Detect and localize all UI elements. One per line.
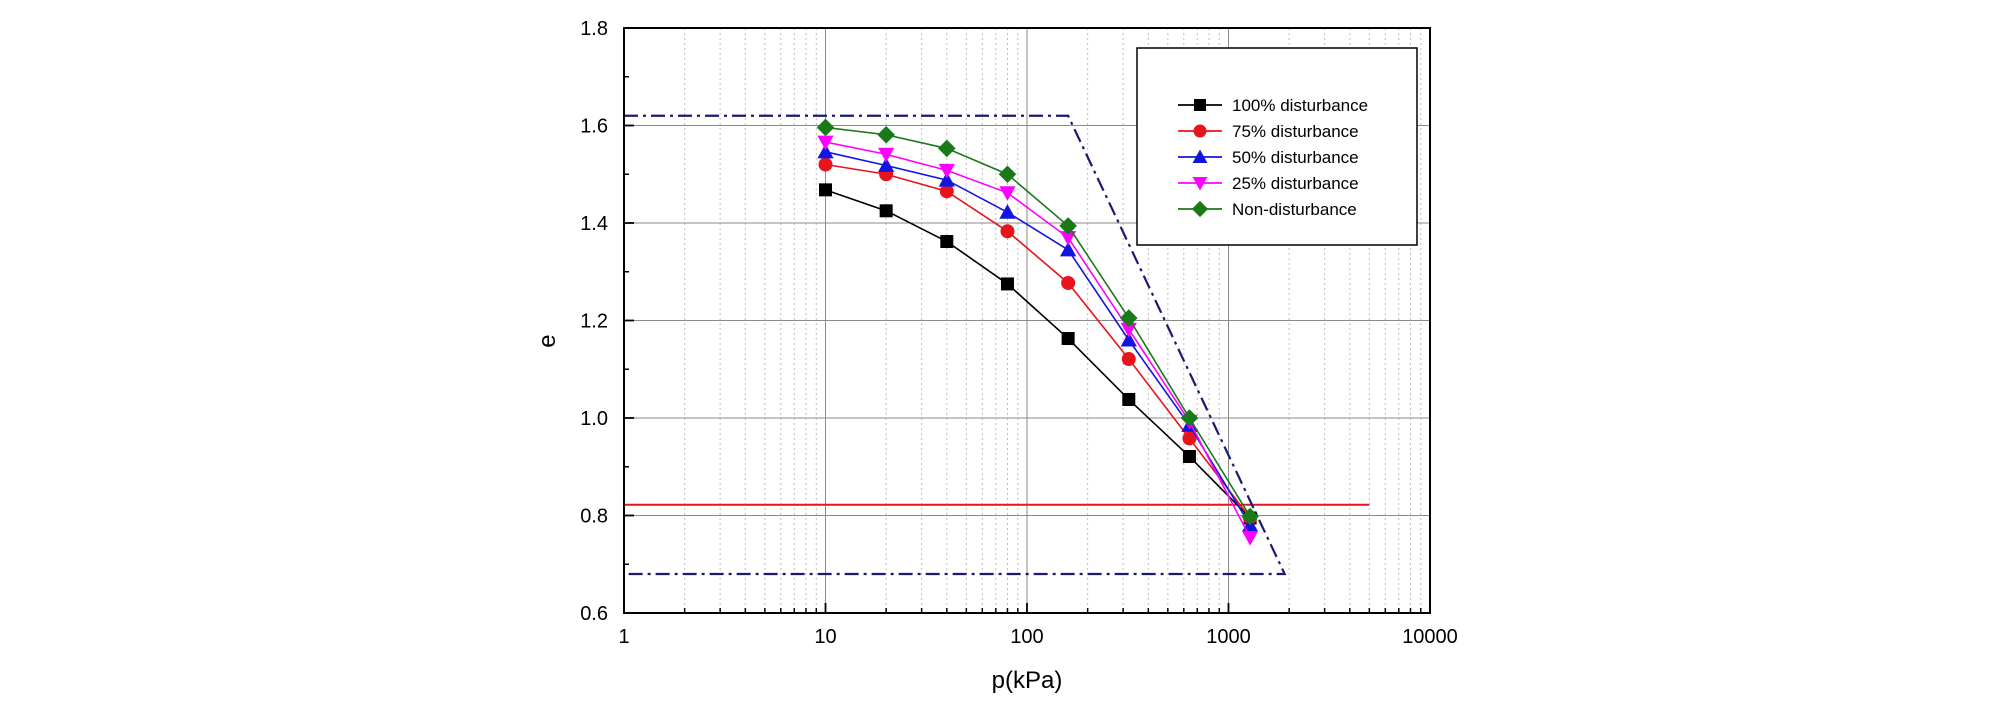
data-point [998, 165, 1017, 184]
x-tick-label: 1 [618, 626, 629, 648]
legend-label: 100% disturbance [1232, 96, 1368, 115]
data-point [816, 118, 835, 137]
data-point [1059, 217, 1077, 235]
legend-entry: 100% disturbance [1178, 96, 1368, 115]
legend-marker [1191, 200, 1209, 218]
series-line [825, 126, 1251, 517]
x-axis-title: p(kPa) [992, 667, 1063, 694]
series-line [825, 189, 1251, 519]
legend: 100% disturbance 75% disturbance 50% distu… [1136, 47, 1418, 246]
y-tick-label: 1.8 [580, 18, 608, 40]
y-tick-label: 1.4 [580, 213, 608, 235]
legend-label: 50% disturbance [1232, 148, 1359, 167]
data-point [817, 143, 834, 159]
legend-marker [1192, 149, 1208, 163]
data-point [1060, 241, 1077, 257]
y-tick-label: 0.8 [580, 506, 608, 528]
series-line [825, 151, 1251, 526]
data-point [999, 186, 1016, 201]
data-point [1122, 392, 1136, 406]
legend-entry: 25% disturbance [1178, 174, 1359, 193]
legend-label: 25% disturbance [1232, 174, 1359, 193]
data-point [1182, 431, 1197, 446]
legend-label: 75% disturbance [1232, 122, 1359, 141]
series-line [825, 163, 1251, 519]
data-point [1120, 331, 1137, 347]
legend-entry: 50% disturbance [1178, 148, 1359, 167]
data-point [1120, 322, 1137, 338]
data-point [938, 163, 955, 179]
legend-marker [1192, 177, 1208, 191]
y-tick-label: 1.2 [580, 311, 608, 333]
data-point [1060, 231, 1077, 246]
data-point [818, 157, 833, 172]
legend-marker [1194, 99, 1206, 111]
data-point [1241, 507, 1259, 526]
y-axis-title: e [534, 334, 561, 347]
data-point [877, 125, 895, 144]
data-point [1241, 530, 1259, 546]
data-point [1121, 352, 1136, 367]
data-point [1180, 409, 1199, 427]
data-point [819, 183, 832, 197]
data-point [940, 235, 954, 249]
data-point [1120, 309, 1138, 327]
x-tick-label: 10000 [1402, 626, 1458, 648]
x-tick-label: 100 [1010, 626, 1043, 648]
reference-line-dash-dot [624, 114, 1287, 576]
data-point [1182, 450, 1196, 464]
data-point [999, 204, 1016, 219]
data-point [817, 135, 834, 151]
y-tick-label: 1.0 [580, 408, 608, 430]
reference-lines [624, 114, 1370, 576]
data-point [878, 147, 895, 163]
x-tick-label: 10 [814, 626, 836, 648]
x-tick-label: 1000 [1206, 626, 1251, 648]
data-point [1061, 332, 1075, 346]
series-line [825, 141, 1251, 538]
legend-label: Non-disturbance [1232, 200, 1357, 219]
series-4 [816, 118, 1259, 526]
axes: 1 10 100 1000 10000 0.6 0.8 1.0 1.2 1.4 1.6 1.8 [580, 18, 1458, 648]
data-point [878, 157, 895, 172]
legend-marker [1193, 124, 1207, 138]
data-series [816, 118, 1259, 546]
legend-box [1136, 47, 1418, 246]
data-point [1061, 275, 1076, 290]
data-point [1000, 277, 1014, 291]
legend-entry: 75% disturbance [1178, 122, 1359, 141]
legend-entry: Non-disturbance [1178, 200, 1357, 219]
y-tick-label: 1.6 [580, 116, 608, 138]
series-0 [819, 183, 1257, 525]
data-point [879, 204, 893, 218]
series-3 [817, 135, 1259, 546]
y-tick-label: 0.6 [580, 603, 608, 625]
data-point [938, 171, 955, 187]
data-point [1000, 224, 1015, 239]
data-point [938, 139, 956, 158]
data-point [939, 184, 954, 199]
